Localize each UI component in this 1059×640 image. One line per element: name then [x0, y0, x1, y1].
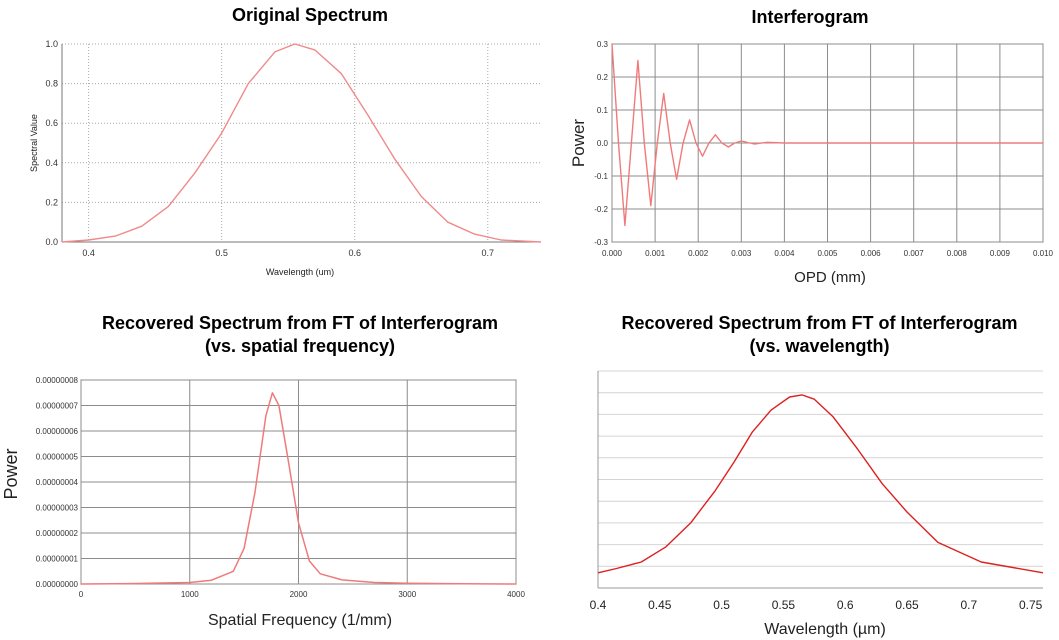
chart2-y-tick-label: -0.1	[594, 172, 608, 181]
chart2-x-tick-label: 0.008	[947, 249, 968, 258]
chart4-x-tick-label: 0.65	[895, 598, 919, 612]
chart2-x-tick-label: 0.002	[688, 249, 709, 258]
chart2-y-tick-label: 0.2	[597, 73, 609, 82]
chart2-x-tick-label: 0.010	[1033, 249, 1054, 258]
chart2-x-tick-label: 0.004	[774, 249, 795, 258]
chart3-x-tick-label: 1000	[181, 590, 199, 599]
chart2-y-axis-label: Power	[569, 119, 588, 168]
chart3-x-tick-label: 3000	[398, 590, 416, 599]
chart2-x-tick-label: 0.000	[602, 249, 623, 258]
chart3-y-tick-label: 0.00000006	[36, 427, 79, 436]
chart2-x-tick-label: 0.001	[645, 249, 666, 258]
chart3-y-tick-label: 0.00000007	[36, 402, 79, 411]
chart1-title: Original Spectrum	[231, 5, 389, 25]
chart2-x-tick-label: 0.006	[861, 249, 882, 258]
chart3-title: Recovered Spectrum from FT of Interferog…	[40, 312, 560, 358]
chart1-y-tick-label: 0.2	[45, 197, 58, 207]
chart1-series-line	[61, 43, 542, 243]
chart4-x-tick-label: 0.45	[648, 598, 672, 612]
chart3-y-tick-label: 0.00000004	[36, 478, 79, 487]
chart4-x-tick-label: 0.4	[590, 598, 607, 612]
chart2-title: Interferogram	[751, 7, 869, 27]
chart1-y-tick-label: 0.0	[45, 237, 58, 247]
chart3-title-line2: (vs. spatial frequency)	[204, 336, 396, 356]
chart3-y-axis-label: Power	[1, 448, 21, 499]
chart3-y-tick-label: 0.00000000	[36, 580, 79, 589]
chart4-x-tick-label: 0.7	[960, 598, 977, 612]
chart3-y-tick-label: 0.00000003	[36, 504, 79, 513]
chart4-x-tick-label: 0.5	[713, 598, 730, 612]
chart3-x-axis-label: Spatial Frequency (1/mm)	[208, 612, 392, 629]
chart1-y-tick-label: 0.4	[45, 158, 58, 168]
chart2-x-axis-label: OPD (mm)	[794, 269, 866, 286]
chart3-title-line1: Recovered Spectrum from FT of Interferog…	[101, 313, 499, 333]
chart2-y-tick-label: -0.2	[594, 205, 608, 214]
chart1-y-tick-label: 1.0	[45, 39, 58, 49]
chart3-x-tick-label: 2000	[290, 590, 308, 599]
chart2-y-tick-label: 0.0	[597, 139, 609, 148]
chart1-x-tick-label: 0.5	[215, 248, 228, 258]
chart1-x-tick-label: 0.7	[482, 248, 495, 258]
chart3-x-tick-label: 4000	[507, 590, 525, 599]
chart3-y-tick-label: 0.00000005	[36, 453, 79, 462]
chart1-x-tick-label: 0.6	[348, 248, 361, 258]
chart1-y-axis-label: Spectral Value	[29, 114, 39, 172]
chart2-y-tick-label: -0.3	[594, 238, 608, 247]
chart1-x-axis-label: Wavelength (um)	[266, 267, 334, 277]
chart2-x-tick-label: 0.009	[990, 249, 1011, 258]
chart3-x-tick-label: 0	[79, 590, 84, 599]
chart4-title-line1: Recovered Spectrum from FT of Interferog…	[621, 313, 1018, 333]
chart2-x-tick-label: 0.003	[731, 249, 752, 258]
chart4-x-tick-label: 0.75	[1019, 598, 1043, 612]
chart2-x-tick-label: 0.005	[817, 249, 838, 258]
chart2-x-tick-label: 0.007	[904, 249, 925, 258]
chart3-y-tick-label: 0.00000008	[36, 376, 79, 385]
chart1-y-tick-label: 0.6	[45, 118, 58, 128]
chart1-y-tick-label: 0.8	[45, 79, 58, 89]
chart2-y-tick-label: 0.1	[597, 106, 609, 115]
chart4-title: Recovered Spectrum from FT of Interferog…	[580, 312, 1059, 358]
chart1-x-tick-label: 0.4	[82, 248, 95, 258]
chart4-title-line2: (vs. wavelength)	[749, 336, 890, 356]
chart4-series-line	[597, 394, 1044, 574]
chart4-x-tick-label: 0.55	[772, 598, 796, 612]
chart4-x-tick-label: 0.6	[837, 598, 854, 612]
chart3-y-tick-label: 0.00000002	[36, 529, 79, 538]
chart3-y-tick-label: 0.00000001	[36, 555, 79, 564]
chart4-x-axis-label: Wavelength (µm)	[764, 621, 886, 638]
chart2-y-tick-label: 0.3	[597, 40, 609, 49]
